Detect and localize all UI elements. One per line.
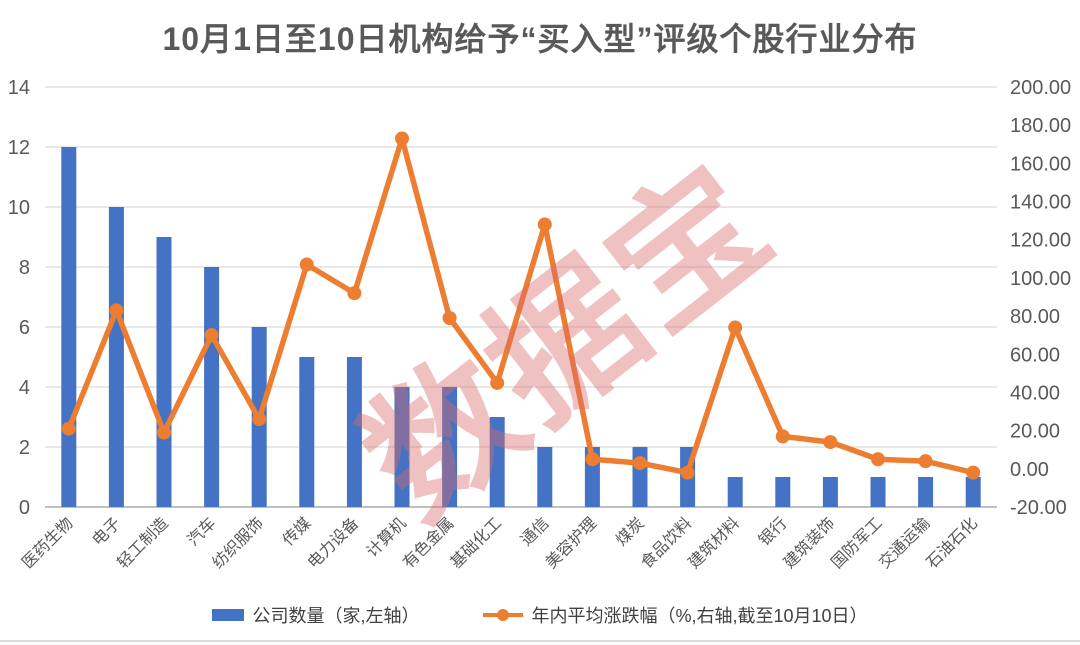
- line-point: [537, 217, 552, 232]
- y-axis-right-tick-label: 60.00: [1010, 344, 1060, 366]
- x-axis-label: 煤炭: [612, 514, 647, 549]
- legend-line-series-label: 年内平均涨跌幅（%,右轴,截至10月10日）: [531, 606, 868, 626]
- line-point: [61, 421, 76, 436]
- x-axis-label: 国防军工: [828, 514, 886, 572]
- bar: [442, 387, 458, 507]
- line-point: [109, 303, 124, 318]
- y-axis-right-tick-label: 40.00: [1010, 382, 1060, 404]
- line-series-path: [66, 135, 976, 476]
- y-axis-right-tick-label: 0.00: [1010, 459, 1049, 481]
- x-axis-label: 电子: [89, 514, 124, 549]
- line-point: [204, 328, 219, 343]
- x-axis-label: 基础化工: [447, 514, 505, 572]
- bar: [965, 477, 981, 507]
- y-axis-right-tick-label: 180.00: [1010, 115, 1071, 137]
- x-axis-label: 石油石化: [923, 514, 981, 572]
- y-axis-right-tick-label: 140.00: [1010, 192, 1071, 214]
- bar: [775, 477, 791, 507]
- x-axis-label: 建筑材料: [685, 514, 743, 572]
- bar-series-swatch: [212, 609, 245, 621]
- line-point: [299, 257, 314, 272]
- y-axis-right-tick-label: 80.00: [1010, 306, 1060, 328]
- x-axis-label: 美容护理: [542, 514, 600, 572]
- bar: [632, 447, 648, 507]
- bar: [346, 357, 362, 507]
- bottom-divider: [0, 640, 1080, 642]
- x-axis-label: 轻工制造: [114, 514, 172, 572]
- x-axis-label: 食品饮料: [637, 514, 695, 572]
- y-axis-right-tick-label: 160.00: [1010, 153, 1071, 175]
- chart-title: 10月1日至10日机构给予“买入型”评级个股行业分布: [162, 21, 918, 57]
- x-axis-label: 交通运输: [875, 514, 933, 572]
- y-axis-right-tick-label: 200.00: [1010, 77, 1071, 99]
- bar: [489, 417, 505, 507]
- x-axis-label: 银行: [755, 514, 790, 549]
- line-point: [680, 465, 695, 480]
- y-axis-right-tick-label: 100.00: [1010, 268, 1071, 290]
- y-axis-right-tick-label: 20.00: [1010, 421, 1060, 443]
- y-axis-right-tick-label: 120.00: [1010, 230, 1071, 252]
- y-axis-left-tick-label: 4: [19, 377, 30, 399]
- legend-bar-series: 公司数量（家,左轴）: [212, 602, 419, 628]
- legend-bar-series-label: 公司数量（家,左轴）: [252, 606, 420, 626]
- x-axis-label: 有色金属: [399, 514, 457, 572]
- bar: [918, 477, 934, 507]
- legend: 公司数量（家,左轴） 年内平均涨跌幅（%,右轴,截至10月10日）: [0, 602, 1080, 628]
- bar: [61, 147, 77, 507]
- bar: [822, 477, 838, 507]
- y-axis-left-tick-label: 6: [19, 317, 30, 339]
- bar: [394, 387, 410, 507]
- line-point: [775, 429, 790, 444]
- y-axis-left-tick-label: 2: [19, 437, 30, 459]
- y-axis-left-tick-label: 0: [19, 497, 30, 519]
- x-axis-label: 传媒: [279, 514, 314, 549]
- line-point: [157, 425, 171, 440]
- line-point: [633, 456, 647, 471]
- bar: [537, 447, 553, 507]
- bar: [204, 267, 220, 507]
- y-axis-left-tick-label: 10: [8, 197, 30, 219]
- line-point: [395, 131, 409, 146]
- line-point: [347, 286, 362, 301]
- x-axis-label: 纺织服饰: [209, 514, 267, 572]
- bar: [870, 477, 886, 507]
- line-point: [490, 375, 505, 390]
- line-point: [442, 311, 457, 325]
- line-point: [966, 465, 981, 480]
- bar: [299, 357, 315, 507]
- line-point: [871, 452, 885, 467]
- y-axis-left-tick-label: 8: [19, 257, 30, 279]
- bar: [108, 207, 124, 507]
- x-axis-label: 汽车: [184, 514, 219, 549]
- line-point: [823, 435, 838, 450]
- line-point: [918, 454, 933, 469]
- legend-line-series: 年内平均涨跌幅（%,右轴,截至10月10日）: [483, 602, 868, 628]
- x-axis-label: 计算机: [362, 513, 409, 560]
- y-axis-left-tick-label: 12: [8, 137, 30, 159]
- bar: [727, 477, 743, 507]
- x-axis-label: 建筑装饰: [780, 514, 838, 572]
- line-series-marker-icon: [483, 609, 524, 621]
- line-point: [728, 320, 743, 335]
- line-point: [585, 452, 600, 467]
- bar: [156, 237, 172, 507]
- line-point: [252, 412, 267, 427]
- x-axis-label: 通信: [517, 514, 552, 549]
- x-axis-label: 电力设备: [304, 514, 362, 572]
- x-axis-label: 医药生物: [19, 514, 77, 572]
- y-axis-right-tick-label: -20.00: [1010, 497, 1067, 519]
- y-axis-left-tick-label: 14: [8, 77, 30, 99]
